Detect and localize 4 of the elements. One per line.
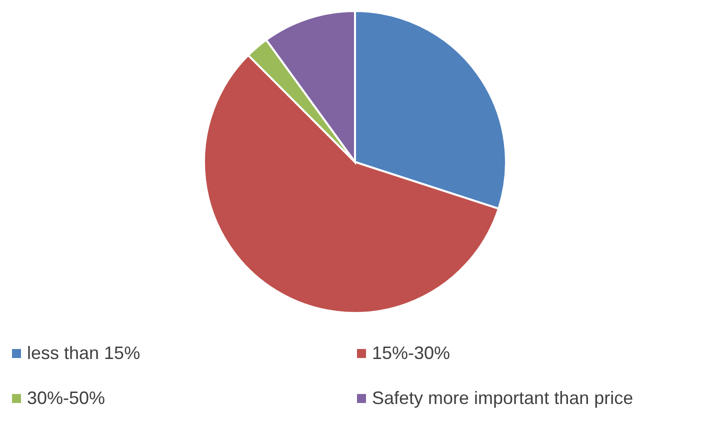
legend-label: Safety more important than price (372, 388, 634, 409)
legend-label: less than 15% (27, 343, 140, 364)
legend-label: 30%-50% (27, 388, 106, 409)
legend-label: 15%-30% (372, 343, 450, 364)
